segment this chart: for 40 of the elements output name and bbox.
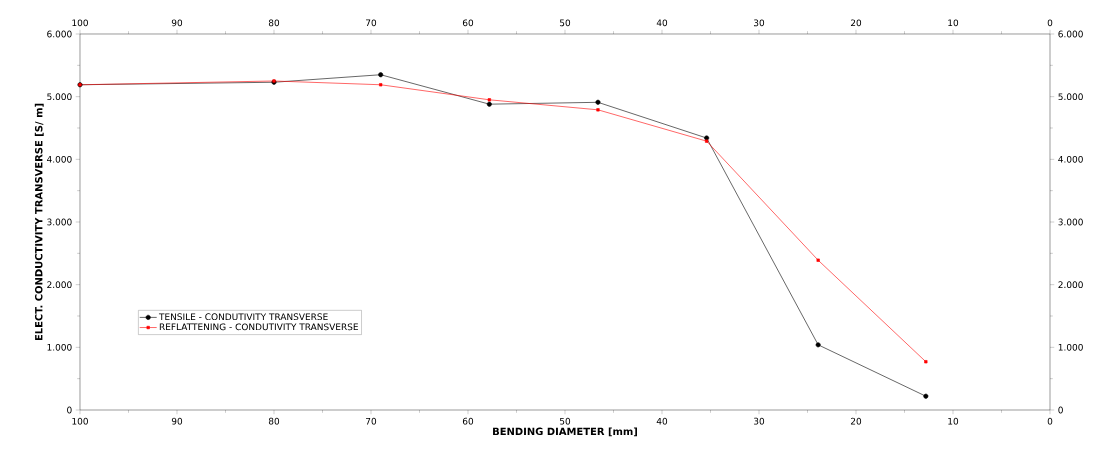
legend-label: REFLATTENING - CONDUTIVITY TRANSVERSE (159, 323, 358, 331)
x2-tick-label: 50 (559, 417, 571, 425)
x2-tick-label: 0 (1047, 417, 1053, 425)
y-tick-label: 2.000 (47, 281, 72, 289)
x2-tick-label: 20 (850, 417, 862, 425)
x2-tick-label: 30 (753, 417, 765, 425)
x2-tick-label: 70 (366, 417, 377, 425)
y2-tick-label: 4.000 (1058, 155, 1083, 163)
x-tick-label: 80 (268, 19, 280, 27)
x-tick-label: 30 (753, 19, 765, 27)
y-tick-label: 5.000 (47, 93, 72, 101)
x-tick-label: 60 (462, 19, 474, 27)
y2-tick-label: 2.000 (1058, 281, 1083, 289)
x-tick-label: 50 (559, 19, 571, 27)
x2-tick-label: 100 (72, 417, 88, 425)
y-tick-label: 3.000 (47, 218, 72, 226)
x2-tick-label: 10 (948, 417, 959, 425)
x-tick-label: 0 (1047, 19, 1053, 27)
x-tick-label: 40 (656, 19, 668, 27)
x-axis-title: BENDING DIAMETER [mm] (493, 427, 637, 437)
x-tick-label: 100 (72, 19, 88, 27)
x2-tick-label: 80 (268, 417, 280, 425)
x2-tick-label: 40 (656, 417, 668, 425)
y2-tick-label: 3.000 (1058, 218, 1083, 226)
x-tick-label: 70 (366, 19, 377, 27)
x-tick-label: 20 (850, 19, 862, 27)
x2-tick-label: 60 (462, 417, 474, 425)
legend-label: TENSILE - CONDUTIVITY TRANSVERSE (158, 313, 328, 321)
x-tick-label: 10 (948, 19, 959, 27)
y-tick-label: 1.000 (47, 343, 72, 351)
y-tick-label: 0 (67, 406, 72, 414)
y-axis-title: ELECT. CONDUCTIVITY TRANSVERSE [S/ m] (34, 103, 44, 341)
y-tick-label: 4.000 (46, 155, 72, 163)
y-tick-label: 6.000 (47, 30, 72, 38)
y2-tick-label: 1.000 (1058, 343, 1083, 351)
y2-tick-label: 0 (1058, 406, 1063, 414)
y2-tick-label: 5.000 (1058, 93, 1083, 101)
x2-tick-label: 90 (171, 417, 183, 425)
y2-tick-label: 6.000 (1058, 30, 1083, 38)
x-tick-label: 90 (171, 19, 183, 27)
